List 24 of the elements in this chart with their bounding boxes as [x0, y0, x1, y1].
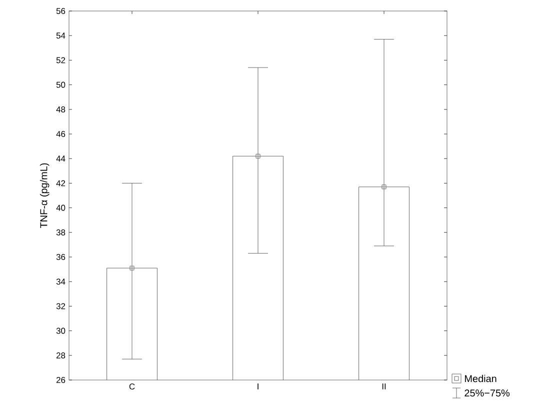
- y-tick-label: 36: [56, 254, 66, 260]
- y-tick-label: 26: [56, 377, 66, 383]
- y-tick-label: 54: [56, 32, 66, 39]
- y-tick-label: 56: [56, 8, 66, 14]
- y-tick-label: 34: [56, 278, 66, 285]
- y-axis-title: TNF-α (pg/mL): [40, 163, 50, 228]
- point: [382, 184, 386, 190]
- point: [130, 266, 134, 270]
- point: [256, 154, 260, 158]
- y-tick-label: 44: [56, 156, 66, 162]
- y-tick-label: 40: [56, 204, 66, 211]
- legend-label: Median: [465, 374, 496, 382]
- y-tick-label: 42: [56, 180, 66, 186]
- x-tick-label: C: [129, 384, 135, 390]
- y-tick-label: 50: [56, 82, 66, 88]
- x-tick-label: II: [382, 384, 386, 390]
- y-tick-label: 30: [56, 328, 66, 334]
- y-tick-label: 48: [56, 106, 66, 112]
- y-tick-label: 32: [56, 303, 66, 310]
- y-tick-label: 46: [56, 131, 66, 137]
- y-tick-label: 38: [56, 229, 66, 236]
- text: 25%−75%: [464, 389, 510, 397]
- y-tick-label: 28: [56, 352, 66, 358]
- y-tick-label: 52: [56, 57, 66, 64]
